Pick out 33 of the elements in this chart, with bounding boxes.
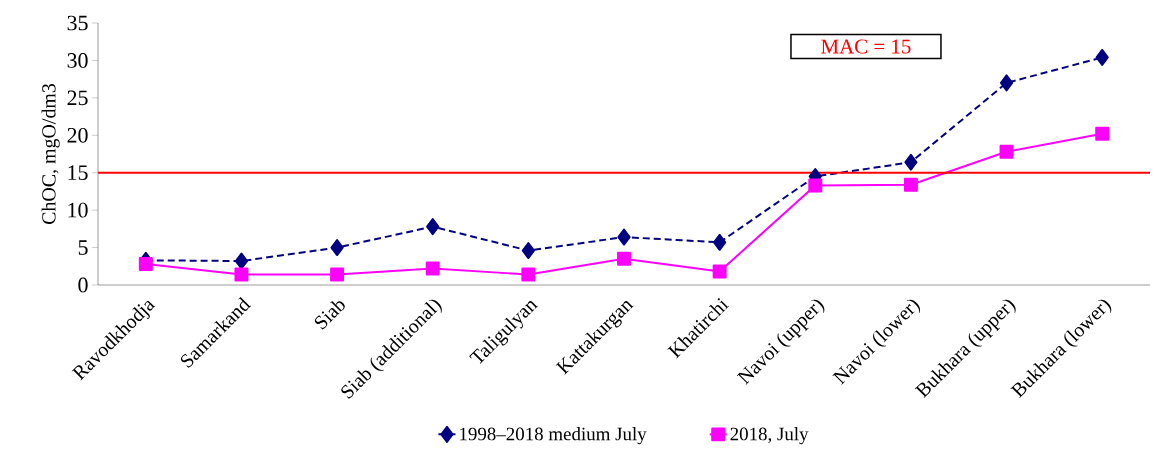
- point: [617, 228, 631, 246]
- legend-label: 1998–2018 medium July: [460, 427, 647, 445]
- point: [808, 178, 823, 193]
- y-tick-label: 5: [78, 240, 88, 255]
- y-tick-label: 25: [67, 90, 88, 106]
- point: [1095, 126, 1110, 141]
- y-tick-label: 20: [67, 127, 88, 143]
- y-tick-label: 30: [67, 53, 88, 68]
- y-tick-label: 15: [68, 165, 88, 181]
- point: [330, 239, 344, 257]
- ref-line-label: MAC = 15: [821, 39, 911, 54]
- point: [904, 153, 918, 171]
- point: [425, 261, 440, 276]
- point: [713, 233, 727, 251]
- y-axis-title: ChOC, mgO/dm3: [41, 83, 60, 225]
- point: [521, 267, 536, 282]
- point: [234, 252, 249, 270]
- y-tick-label: 35: [67, 15, 88, 31]
- point: [617, 251, 631, 266]
- point: [138, 257, 153, 272]
- point: [426, 218, 440, 236]
- point: [330, 267, 345, 282]
- y-tick-label: 10: [68, 202, 88, 218]
- y-tick-label: 0: [78, 277, 88, 293]
- point: [521, 242, 535, 260]
- legend-label: 2018, July: [730, 427, 809, 445]
- point: [999, 74, 1014, 92]
- point: [999, 144, 1014, 159]
- point: [903, 177, 918, 192]
- x-tick-label: Siab: [314, 300, 345, 330]
- point: [712, 264, 727, 279]
- point: [234, 267, 249, 282]
- point: [1095, 48, 1109, 66]
